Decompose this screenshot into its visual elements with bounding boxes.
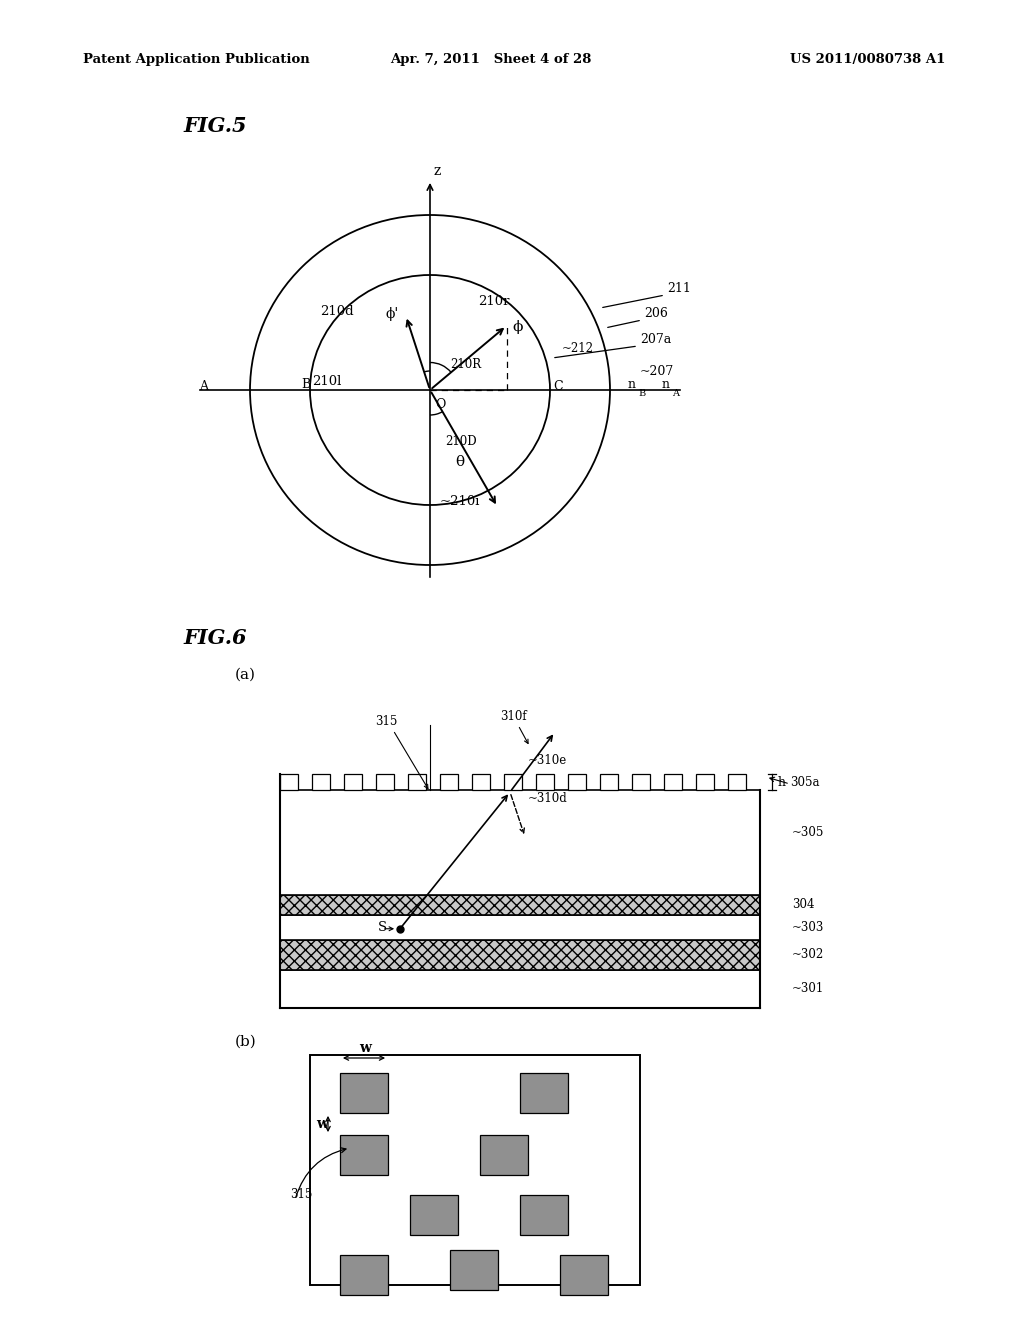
Text: 305a: 305a	[790, 776, 819, 788]
Text: 207a: 207a	[640, 333, 672, 346]
Text: z: z	[434, 164, 441, 178]
Text: ~302: ~302	[792, 949, 824, 961]
Text: FIG.5: FIG.5	[183, 116, 247, 136]
Text: ~305: ~305	[792, 825, 824, 838]
Bar	[568, 774, 586, 789]
Bar	[280, 970, 760, 1008]
Bar	[410, 1195, 458, 1236]
Text: ϕ': ϕ'	[386, 306, 399, 321]
Text: (b): (b)	[234, 1035, 257, 1049]
Text: θ: θ	[456, 455, 465, 470]
Bar	[504, 774, 522, 789]
Bar	[728, 774, 746, 789]
Bar	[600, 774, 618, 789]
Bar	[376, 774, 394, 789]
Text: 310f: 310f	[500, 710, 526, 723]
Bar	[480, 1135, 528, 1175]
Text: w: w	[359, 1041, 371, 1055]
Bar	[560, 1255, 608, 1295]
Bar	[280, 789, 760, 895]
Text: ~207: ~207	[640, 366, 674, 378]
Text: w: w	[316, 1117, 328, 1131]
Text: 210r: 210r	[478, 294, 510, 308]
Text: n: n	[628, 379, 636, 392]
Text: 211: 211	[667, 282, 691, 294]
Text: ~310d: ~310d	[528, 792, 567, 805]
Text: ~301: ~301	[792, 982, 824, 995]
Bar	[632, 774, 650, 789]
Bar	[280, 915, 760, 940]
Bar	[664, 774, 682, 789]
Bar	[340, 1255, 388, 1295]
Bar	[310, 1055, 640, 1284]
Bar	[440, 774, 458, 789]
Bar	[344, 774, 362, 789]
Text: B: B	[638, 388, 645, 397]
Bar	[312, 774, 330, 789]
Text: (a): (a)	[234, 668, 256, 682]
Text: ~210i: ~210i	[440, 495, 480, 508]
Text: ~310e: ~310e	[528, 754, 567, 767]
Bar	[472, 774, 490, 789]
Text: A: A	[672, 388, 679, 397]
Bar	[408, 774, 426, 789]
Text: 315: 315	[290, 1188, 312, 1201]
Text: ~212: ~212	[562, 342, 594, 355]
Text: Patent Application Publication: Patent Application Publication	[83, 54, 309, 66]
Text: h: h	[778, 776, 786, 788]
Text: ~303: ~303	[792, 921, 824, 935]
Text: S: S	[378, 921, 387, 935]
Bar	[520, 1195, 568, 1236]
Text: 315: 315	[375, 715, 397, 729]
Text: O: O	[435, 397, 445, 411]
Text: 210l: 210l	[312, 375, 341, 388]
Bar	[520, 1073, 568, 1113]
Bar	[340, 1135, 388, 1175]
Bar	[340, 1073, 388, 1113]
Bar	[280, 940, 760, 970]
Text: B: B	[301, 378, 310, 391]
Text: C: C	[553, 380, 563, 392]
Text: 210d: 210d	[319, 305, 353, 318]
Text: 210R: 210R	[450, 358, 481, 371]
Bar	[536, 774, 554, 789]
Bar	[696, 774, 714, 789]
Text: Apr. 7, 2011   Sheet 4 of 28: Apr. 7, 2011 Sheet 4 of 28	[390, 54, 592, 66]
Text: 210D: 210D	[445, 436, 476, 447]
Bar	[280, 774, 298, 789]
Bar	[280, 895, 760, 915]
Text: US 2011/0080738 A1: US 2011/0080738 A1	[790, 54, 945, 66]
Text: ϕ: ϕ	[513, 319, 523, 334]
Text: FIG.6: FIG.6	[183, 628, 247, 648]
Text: n: n	[662, 379, 670, 392]
Text: 304: 304	[792, 899, 814, 912]
Text: A: A	[200, 380, 209, 392]
Text: 206: 206	[644, 308, 668, 319]
FancyArrowPatch shape	[296, 1148, 346, 1197]
Bar	[450, 1250, 498, 1290]
